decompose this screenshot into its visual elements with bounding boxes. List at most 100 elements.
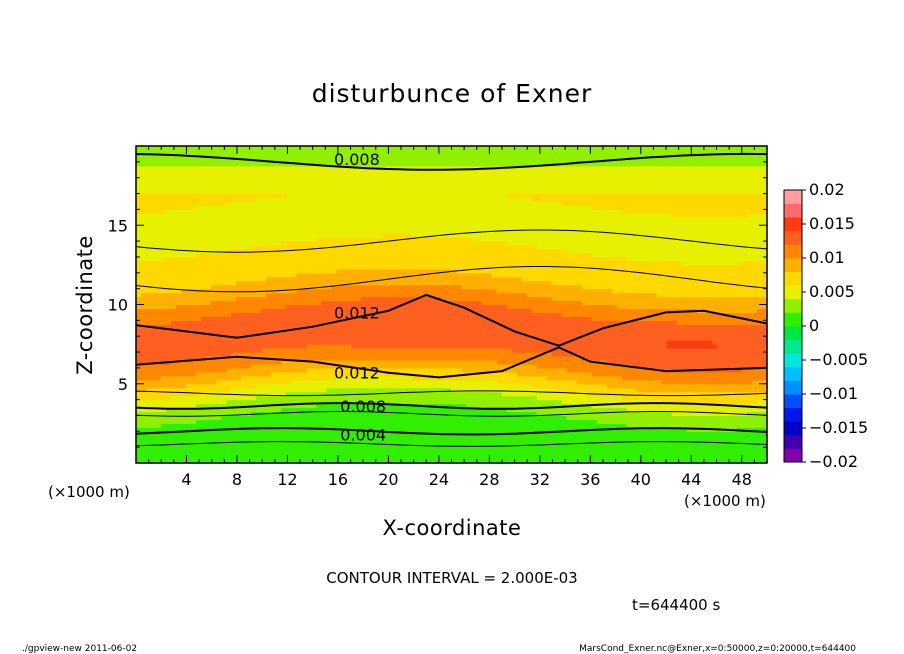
field-cell	[241, 328, 247, 333]
field-cell	[366, 157, 372, 163]
field-cell	[306, 371, 312, 377]
field-cell	[436, 173, 443, 179]
field-cell	[386, 387, 393, 393]
field-cell	[406, 340, 413, 345]
field-cell	[316, 193, 322, 199]
field-cell	[381, 324, 387, 329]
field-cell	[316, 324, 322, 329]
field-cell	[376, 356, 382, 361]
field-cell	[376, 161, 382, 167]
field-cell	[291, 272, 297, 278]
field-cell	[261, 320, 267, 325]
field-cell	[421, 189, 428, 195]
field-cell	[296, 399, 302, 405]
field-cell	[191, 308, 197, 314]
field-cell	[266, 177, 272, 183]
field-cell	[326, 193, 332, 199]
field-cell	[136, 435, 142, 440]
field-cell	[336, 403, 342, 409]
field-cell	[221, 177, 227, 183]
field-cell	[146, 352, 152, 357]
field-cell	[346, 237, 352, 242]
field-cell	[401, 435, 408, 440]
field-cell	[241, 169, 247, 175]
field-cell	[161, 419, 167, 424]
field-cell	[446, 383, 453, 389]
field-cell	[406, 221, 413, 226]
field-cell	[191, 447, 197, 452]
field-cell	[301, 249, 307, 254]
field-cell	[176, 237, 182, 242]
field-cell	[301, 407, 307, 413]
field-cell	[161, 249, 167, 254]
field-cell	[346, 272, 352, 278]
field-cell	[191, 411, 197, 417]
field-cell	[256, 272, 262, 278]
field-cell	[281, 443, 287, 448]
field-cell	[136, 419, 142, 424]
field-cell	[446, 316, 453, 321]
field-cell	[186, 320, 192, 325]
field-cell	[246, 189, 252, 195]
field-cell	[271, 161, 277, 167]
field-cell	[221, 153, 227, 159]
field-cell	[256, 340, 262, 345]
field-cell	[386, 304, 393, 310]
field-cell	[246, 245, 252, 250]
field-cell	[366, 189, 372, 195]
field-cell	[141, 399, 147, 405]
field-cell	[136, 447, 142, 452]
field-cell	[391, 423, 398, 428]
field-cell	[146, 245, 152, 250]
field-cell	[266, 209, 272, 214]
field-cell	[271, 252, 277, 258]
field-cell	[216, 280, 222, 286]
field-cell	[351, 308, 357, 314]
field-cell	[206, 443, 212, 448]
field-cell	[446, 407, 453, 413]
field-cell	[341, 173, 347, 179]
field-cell	[316, 415, 322, 421]
field-cell	[196, 189, 202, 195]
field-cell	[266, 328, 272, 333]
field-cell	[176, 439, 182, 444]
field-cell	[211, 197, 217, 203]
field-cell	[256, 371, 262, 377]
field-cell	[311, 181, 317, 187]
field-cell	[206, 205, 212, 210]
field-cell	[436, 336, 443, 341]
field-cell	[401, 276, 408, 282]
field-cell	[236, 459, 242, 464]
field-cell	[176, 423, 182, 428]
field-cell	[446, 379, 453, 385]
field-cell	[191, 328, 197, 333]
field-cell	[281, 193, 287, 199]
field-cell	[256, 427, 262, 432]
field-cell	[396, 146, 403, 151]
field-cell	[426, 359, 433, 365]
field-cell	[156, 332, 162, 337]
field-cell	[256, 161, 262, 167]
field-cell	[396, 189, 403, 195]
field-cell	[306, 165, 312, 171]
field-cell	[156, 292, 162, 298]
field-cell	[346, 447, 352, 452]
field-cell	[396, 375, 403, 381]
field-cell	[261, 312, 267, 317]
field-cell	[416, 427, 423, 432]
field-cell	[206, 363, 212, 369]
field-cell	[241, 371, 247, 377]
field-cell	[356, 153, 362, 159]
field-cell	[341, 367, 347, 373]
field-cell	[346, 328, 352, 333]
field-cell	[226, 169, 232, 175]
field-cell	[256, 296, 262, 302]
field-cell	[341, 336, 347, 341]
field-cell	[326, 181, 332, 187]
field-cell	[296, 149, 302, 155]
field-cell	[421, 379, 428, 385]
field-cell	[181, 169, 187, 175]
field-cell	[216, 209, 222, 214]
field-cell	[426, 435, 433, 440]
field-cell	[146, 296, 152, 302]
